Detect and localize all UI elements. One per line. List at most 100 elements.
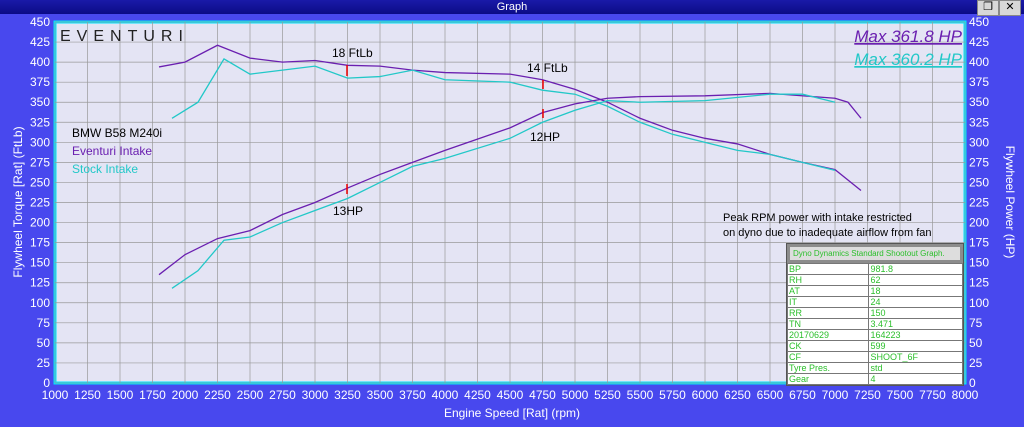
close-icon[interactable]: ✕ <box>999 0 1021 16</box>
info-key: CK <box>786 340 870 352</box>
y2-tick-label: 175 <box>969 236 989 250</box>
max-eventuri-label: Max 361.8 HP <box>854 27 962 46</box>
y2-tick-label: 25 <box>969 356 983 370</box>
y-tick-label: 450 <box>30 15 50 29</box>
info-row: IT 24 <box>786 296 963 308</box>
info-row: CK 599 <box>786 340 963 352</box>
x-tick-label: 5250 <box>594 388 621 402</box>
x-tick-label: 7250 <box>854 388 881 402</box>
info-key: IT <box>786 296 870 308</box>
info-key: 20170629 <box>786 329 870 341</box>
y-tick-label: 25 <box>37 356 51 370</box>
stock-power-line <box>171 93 836 289</box>
window-title: Graph <box>496 1 528 13</box>
x-tick-label: 3750 <box>399 388 426 402</box>
info-row: Gear 4 <box>786 373 963 385</box>
info-key: Gear <box>786 373 870 385</box>
info-table: BP 981.8 RH 62 AT 18 IT 24 RR 150 TN 3.471 20170629 1… <box>786 263 963 385</box>
x-tick-label: 6500 <box>757 388 784 402</box>
note-line-2: on dyno due to inadequate airflow from f… <box>723 227 932 239</box>
info-row: Tyre Pres. std <box>786 362 963 374</box>
x-tick-label: 4250 <box>464 388 491 402</box>
y2-tick-label: 225 <box>969 196 989 210</box>
y2-tick-label: 375 <box>969 75 989 89</box>
y2-tick-label: 325 <box>969 115 989 129</box>
info-value: 62 <box>868 274 963 286</box>
x-tick-label: 6750 <box>789 388 816 402</box>
y-tick-label: 425 <box>30 35 50 49</box>
x-tick-label: 7500 <box>887 388 914 402</box>
y-tick-label: 325 <box>30 115 50 129</box>
x-tick-label: 4500 <box>497 388 524 402</box>
info-row: RH 62 <box>786 274 963 286</box>
info-key: Tyre Pres. <box>786 362 870 374</box>
difference-arrows <box>346 65 544 194</box>
x-tick-label: 1500 <box>107 388 134 402</box>
info-title: Dyno Dynamics Standard Shootout Graph. <box>790 247 960 260</box>
x-tick-label: 8000 <box>952 388 979 402</box>
y-tick-label: 0 <box>43 376 50 390</box>
x-axis-label: Engine Speed [Rat] (rpm) <box>444 406 580 420</box>
info-key: BP <box>786 263 870 275</box>
y2-axis-label: Flywheel Power (HP) <box>1003 146 1017 259</box>
info-value: 4 <box>868 373 963 385</box>
y-tick-label: 75 <box>37 316 51 330</box>
y2-tick-label: 75 <box>969 316 983 330</box>
title-bar: Graph <box>0 0 1024 14</box>
info-value: 150 <box>868 307 963 319</box>
x-tick-label: 5750 <box>659 388 686 402</box>
stock-torque-line <box>171 58 836 172</box>
info-value: 599 <box>868 340 963 352</box>
info-value: 18 <box>868 285 963 297</box>
y-axis-label: Flywheel Torque [Rat] (FtLb) <box>11 126 25 277</box>
info-key: RR <box>786 307 870 319</box>
info-value: 164223 <box>868 329 963 341</box>
y-tick-label: 50 <box>37 336 51 350</box>
info-row: CF SHOOT_6F <box>786 351 963 363</box>
legend-eventuri: Eventuri Intake <box>72 144 152 158</box>
y2-tick-label: 400 <box>969 55 989 69</box>
annotation-13hp: 13HP <box>333 204 363 218</box>
x-tick-label: 3250 <box>334 388 361 402</box>
info-key: RH <box>786 274 870 286</box>
y-tick-label: 225 <box>30 196 50 210</box>
y-tick-label: 275 <box>30 155 50 169</box>
y2-tick-label: 200 <box>969 216 989 230</box>
y-tick-label: 175 <box>30 236 50 250</box>
x-tick-label: 6000 <box>692 388 719 402</box>
y2-tick-label: 425 <box>969 35 989 49</box>
info-value: 24 <box>868 296 963 308</box>
y-tick-label: 350 <box>30 95 50 109</box>
y2-tick-label: 150 <box>969 256 989 270</box>
info-row: AT 18 <box>786 285 963 297</box>
x-tick-label: 2750 <box>269 388 296 402</box>
y2-tick-label: 50 <box>969 336 983 350</box>
annotation-12hp: 12HP <box>530 130 560 144</box>
y-tick-label: 125 <box>30 276 50 290</box>
info-row: RR 150 <box>786 307 963 319</box>
y-tick-label: 300 <box>30 135 50 149</box>
y-tick-label: 100 <box>30 296 50 310</box>
legend-stock: Stock Intake <box>72 162 138 176</box>
y-tick-label: 400 <box>30 55 50 69</box>
info-value: SHOOT_6F <box>868 351 963 363</box>
info-key: CF <box>786 351 870 363</box>
restore-icon[interactable]: ❐ <box>977 0 999 16</box>
y2-tick-label: 125 <box>969 276 989 290</box>
note-line-1: Peak RPM power with intake restricted <box>723 212 912 224</box>
info-row: BP 981.8 <box>786 263 963 275</box>
info-value: 3.471 <box>868 318 963 330</box>
annotation-14ftlb: 14 FtLb <box>527 61 568 75</box>
y2-tick-label: 0 <box>969 376 976 390</box>
x-tick-label: 1750 <box>139 388 166 402</box>
x-tick-label: 3500 <box>367 388 394 402</box>
y-tick-label: 375 <box>30 75 50 89</box>
y2-tick-label: 275 <box>969 155 989 169</box>
x-tick-label: 5500 <box>627 388 654 402</box>
x-tick-label: 5000 <box>562 388 589 402</box>
y-tick-label: 250 <box>30 175 50 189</box>
y2-tick-label: 450 <box>969 15 989 29</box>
x-tick-label: 3000 <box>302 388 329 402</box>
x-tick-label: 1000 <box>42 388 69 402</box>
